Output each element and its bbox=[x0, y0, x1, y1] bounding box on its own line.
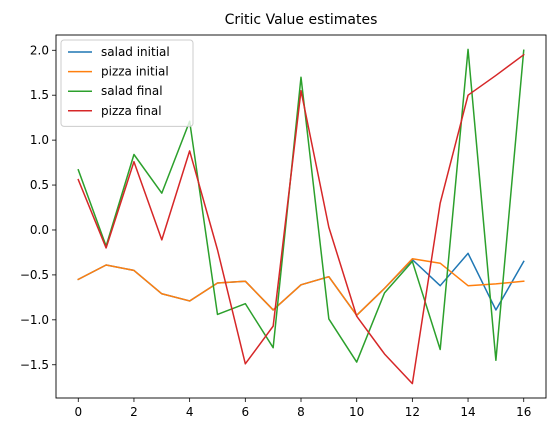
x-tick-label: 4 bbox=[186, 405, 194, 419]
y-tick-label: 1.0 bbox=[30, 133, 49, 147]
y-tick-label: 2.0 bbox=[30, 43, 49, 57]
legend-entry: pizza final bbox=[68, 104, 162, 118]
x-tick-label: 12 bbox=[405, 405, 420, 419]
x-axis: 0 2 4 6 8 10 12 14 16 bbox=[74, 398, 531, 419]
y-tick-label: −1.5 bbox=[20, 358, 49, 372]
series-line-salad-final bbox=[77, 48, 525, 363]
legend: salad initial pizza initial salad final piz… bbox=[60, 39, 194, 127]
y-tick-label: 1.5 bbox=[30, 88, 49, 102]
legend-label: pizza initial bbox=[101, 65, 169, 79]
y-axis: −1.5 −1.0 −0.5 0.0 0.5 1.0 1.5 2.0 bbox=[20, 43, 56, 372]
legend-entry: salad initial bbox=[68, 45, 170, 59]
x-tick-label: 2 bbox=[130, 405, 138, 419]
x-tick-label: 10 bbox=[349, 405, 364, 419]
y-tick-label: 0.5 bbox=[30, 178, 49, 192]
y-tick-label: 0.0 bbox=[30, 223, 49, 237]
legend-entry: salad final bbox=[68, 84, 163, 98]
legend-box bbox=[60, 39, 194, 127]
y-tick-label: −0.5 bbox=[20, 268, 49, 282]
x-tick-label: 14 bbox=[460, 405, 475, 419]
legend-entry: pizza initial bbox=[68, 65, 169, 79]
x-tick-label: 0 bbox=[74, 405, 82, 419]
series-line-pizza-final bbox=[77, 53, 525, 385]
y-tick-label: −1.0 bbox=[20, 313, 49, 327]
legend-label: pizza final bbox=[101, 104, 162, 118]
series-line-pizza-initial bbox=[77, 257, 525, 317]
plot-lines bbox=[77, 48, 525, 385]
chart-title: Critic Value estimates bbox=[225, 12, 378, 28]
legend-label: salad initial bbox=[101, 45, 170, 59]
legend-label: salad final bbox=[101, 84, 163, 98]
x-tick-label: 8 bbox=[297, 405, 305, 419]
x-tick-label: 16 bbox=[516, 405, 531, 419]
x-tick-label: 6 bbox=[241, 405, 249, 419]
